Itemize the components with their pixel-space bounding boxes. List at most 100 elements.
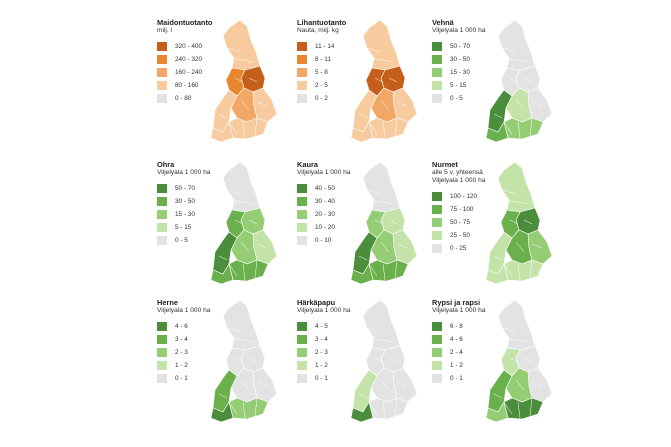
legend-items: 320 - 400 240 - 320 160 - 240 80 - 160 0 - 8… — [157, 40, 237, 105]
legend-item: 3 - 4 — [297, 333, 377, 346]
legend-swatch — [432, 361, 442, 370]
legend-swatch — [157, 184, 167, 193]
legend: Rypsi ja rapsi Viljelyala 1 000 ha 6 - 8 4 … — [432, 298, 512, 385]
legend-subtitle: Viljelyala 1 000 ha — [157, 169, 211, 176]
legend-item: 15 - 30 — [157, 208, 237, 221]
legend-item: 1 - 2 — [157, 359, 237, 372]
municipality-border — [226, 189, 242, 195]
legend-swatch — [297, 236, 307, 245]
legend-item: 80 - 160 — [157, 79, 237, 92]
municipality-border — [493, 255, 503, 261]
finland-map — [210, 19, 278, 143]
legend-label: 40 - 50 — [315, 185, 335, 192]
legend-swatch — [432, 192, 442, 201]
municipality-border — [234, 77, 244, 83]
legend-label: 1 - 2 — [175, 362, 188, 369]
map-panel-harkapapu: Härkäpapu Viljelyala 1 000 ha 4 - 5 3 - 4 2 … — [297, 298, 437, 438]
legend-label: 75 - 100 — [450, 206, 474, 213]
map-panel-kaura: Kaura Viljelyala 1 000 ha 40 - 50 30 - 40 20… — [297, 160, 437, 300]
legend-label: 25 - 50 — [450, 232, 470, 239]
municipality-border — [493, 113, 503, 119]
legend-item: 40 - 50 — [297, 182, 377, 195]
legend-title: Vehnä — [432, 18, 454, 27]
region-coast — [210, 401, 234, 423]
legend-label: 3 - 4 — [315, 336, 328, 343]
municipality-border — [503, 121, 513, 135]
legend-item: 75 - 100 — [432, 203, 512, 216]
legend-swatch — [297, 322, 307, 331]
legend-items: 4 - 6 3 - 4 2 - 3 1 - 2 0 - 1 — [157, 320, 237, 385]
legend-subtitle: Nauta, milj. kg — [297, 27, 339, 34]
legend-item: 4 - 6 — [157, 320, 237, 333]
legend-swatch — [297, 210, 307, 219]
municipality-border — [228, 263, 238, 277]
legend-swatch — [157, 55, 167, 64]
legend-label: 10 - 20 — [315, 224, 335, 231]
municipality-border — [218, 393, 228, 399]
municipality-border — [503, 401, 513, 415]
legend-item: 0 - 5 — [432, 92, 512, 105]
municipality-border — [234, 357, 244, 363]
legend-swatch — [432, 322, 442, 331]
legend-label: 0 - 25 — [450, 245, 467, 252]
region-coast — [350, 121, 374, 143]
legend: Kaura Viljelyala 1 000 ha 40 - 50 30 - 40 20… — [297, 160, 377, 247]
finland-map — [485, 299, 553, 423]
municipality-border — [368, 401, 378, 415]
legend: Vehnä Viljelyala 1 000 ha 50 - 70 30 - 50 15… — [432, 18, 512, 105]
municipality-border — [374, 219, 384, 225]
legend-label: 0 - 80 — [175, 95, 192, 102]
region-coast — [210, 263, 234, 285]
legend-swatch — [432, 94, 442, 103]
legend-label: 4 - 6 — [450, 336, 463, 343]
legend-subtitle: Viljelyala 1 000 ha — [297, 169, 351, 176]
municipality-border — [226, 327, 242, 333]
legend-subtitle: alle 5 v. yhteensä — [432, 169, 483, 176]
legend-swatch — [297, 374, 307, 383]
legend-swatch — [157, 68, 167, 77]
municipality-border — [388, 357, 398, 363]
legend-title: Lihantuotanto — [297, 18, 347, 27]
legend-swatch — [432, 55, 442, 64]
legend-title: Nurmet — [432, 160, 458, 169]
municipality-border — [254, 117, 258, 137]
legend-label: 30 - 50 — [450, 56, 470, 63]
legend-subtitle: Viljelyala 1 000 ha — [432, 27, 486, 34]
legend-swatch — [297, 335, 307, 344]
legend-swatch — [157, 236, 167, 245]
legend-label: 0 - 10 — [315, 237, 332, 244]
region-coast — [485, 121, 509, 143]
municipality-border — [230, 337, 254, 343]
legend-swatch — [297, 197, 307, 206]
map-panel-nurmet: Nurmet alle 5 v. yhteensä Viljelyala 1 000… — [432, 160, 572, 300]
municipality-border — [374, 357, 384, 363]
municipality-border — [394, 397, 398, 417]
municipality-border — [382, 121, 386, 139]
legend-swatch — [297, 94, 307, 103]
legend-items: 40 - 50 30 - 40 20 - 30 10 - 20 0 - 10 — [297, 182, 377, 247]
legend-title: Maidontuotanto — [157, 18, 213, 27]
legend-item: 160 - 240 — [157, 66, 237, 79]
municipality-border — [503, 263, 513, 277]
legend-swatch — [432, 205, 442, 214]
municipality-border — [382, 401, 386, 419]
legend-label: 0 - 2 — [315, 95, 328, 102]
municipality-border — [370, 199, 394, 205]
municipality-border — [242, 121, 246, 139]
legend-label: 20 - 30 — [315, 211, 335, 218]
municipality-border — [531, 243, 543, 249]
legend: Maidontuotanto milj. l 320 - 400 240 - 320 1… — [157, 18, 237, 105]
legend-swatch — [297, 184, 307, 193]
legend-label: 1 - 2 — [450, 362, 463, 369]
legend-swatch — [432, 374, 442, 383]
municipality-border — [380, 99, 390, 111]
legend-label: 80 - 160 — [175, 82, 199, 89]
legend-item: 0 - 80 — [157, 92, 237, 105]
legend-subtitle: Viljelyala 1 000 ha — [432, 177, 486, 184]
legend-item: 6 - 8 — [432, 320, 512, 333]
region-south — [228, 259, 269, 282]
legend-swatch — [297, 223, 307, 232]
municipality-border — [226, 47, 242, 53]
region-south — [503, 397, 544, 420]
finland-map — [350, 299, 418, 423]
